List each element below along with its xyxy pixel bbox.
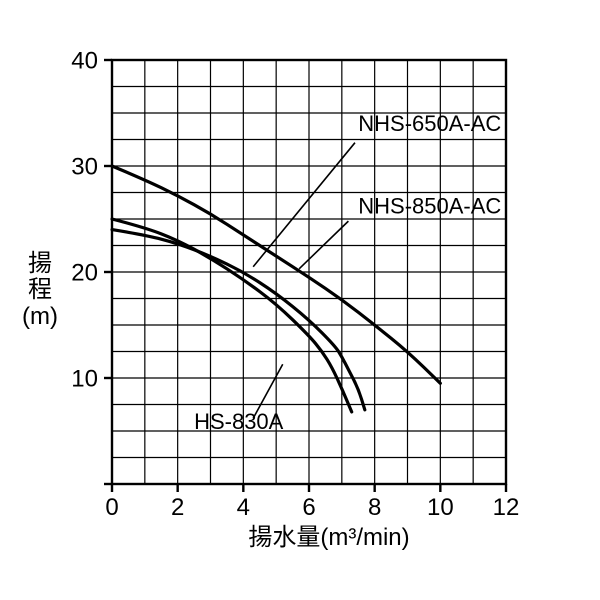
y-tick-label: 20: [71, 259, 98, 286]
x-axis-label: 揚水量(m³/min): [248, 524, 409, 551]
label-nhs850a: NHS-850A-AC: [358, 194, 501, 219]
y-axis-label: 揚程(m): [22, 251, 58, 330]
y-axis-label-line: 揚: [22, 251, 58, 277]
y-tick-label: 10: [71, 365, 98, 392]
pump-performance-chart: 0 2 4 6 8 10 12 10 20 30 40 NHS-650A-AC NHS-850A-AC H…: [0, 0, 600, 600]
x-tick-label: 4: [237, 494, 250, 521]
x-tick-label: 0: [105, 494, 118, 521]
x-tick-label: 8: [368, 494, 381, 521]
x-tick-label: 6: [302, 494, 315, 521]
y-axis-label-line: (m): [22, 304, 58, 330]
chart-svg: 0 2 4 6 8 10 12 10 20 30 40 NHS-650A-AC NHS-850A-AC H…: [0, 0, 600, 600]
x-tick-label: 12: [493, 494, 520, 521]
label-hs830a: HS-830A: [194, 409, 284, 434]
y-tick-label: 30: [71, 153, 98, 180]
label-nhs650a: NHS-650A-AC: [358, 111, 501, 136]
y-tick-label: 40: [71, 47, 98, 74]
x-tick-label: 10: [427, 494, 454, 521]
y-axis-label-line: 程: [22, 277, 58, 303]
x-tick-label: 2: [171, 494, 184, 521]
